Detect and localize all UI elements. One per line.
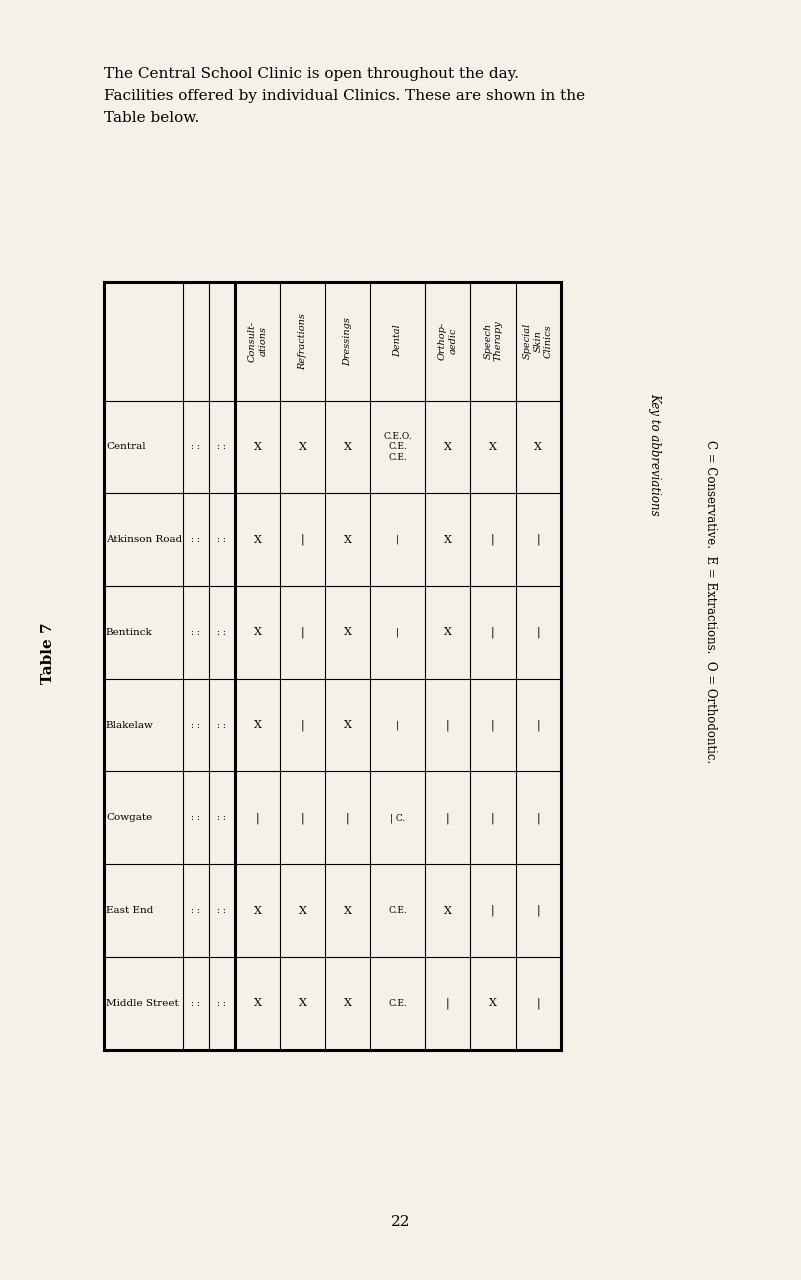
Text: X: X <box>299 998 307 1009</box>
Text: : :: : : <box>191 628 200 637</box>
Text: : :: : : <box>191 906 200 915</box>
Text: X: X <box>254 442 261 452</box>
Text: Key to abbreviations: Key to abbreviations <box>648 393 661 516</box>
Text: The Central School Clinic is open throughout the day.
Facilities offered by indi: The Central School Clinic is open throug… <box>104 67 586 124</box>
Text: |: | <box>491 627 495 639</box>
Text: |: | <box>491 534 495 545</box>
Text: |: | <box>446 719 449 731</box>
Text: X: X <box>444 535 452 545</box>
Text: X: X <box>254 535 261 545</box>
Text: Bentinck: Bentinck <box>106 628 153 637</box>
Text: Atkinson Road: Atkinson Road <box>106 535 182 544</box>
Text: X: X <box>254 905 261 915</box>
Text: C = Conservative.  E = Extractions.  O = Orthodontic.: C = Conservative. E = Extractions. O = O… <box>704 440 717 763</box>
Text: |: | <box>446 812 449 823</box>
Text: Central: Central <box>106 443 146 452</box>
Text: Consult-
ations: Consult- ations <box>248 320 268 362</box>
Text: : :: : : <box>191 721 200 730</box>
Text: Dressings: Dressings <box>344 316 352 366</box>
Text: 22: 22 <box>391 1216 410 1229</box>
Text: C.E.O.
C.E.
C.E.: C.E.O. C.E. C.E. <box>384 431 413 462</box>
Text: Middle Street: Middle Street <box>106 998 179 1007</box>
Text: Speech
Therapy: Speech Therapy <box>483 321 503 361</box>
Text: Cowgate: Cowgate <box>106 813 152 822</box>
Text: Dental: Dental <box>393 325 402 357</box>
Text: : :: : : <box>191 813 200 822</box>
Text: : :: : : <box>217 535 226 544</box>
Text: : :: : : <box>217 721 226 730</box>
Text: |: | <box>301 719 304 731</box>
Text: |: | <box>396 721 400 730</box>
Text: |: | <box>301 534 304 545</box>
Text: : :: : : <box>217 628 226 637</box>
Text: : :: : : <box>217 906 226 915</box>
Text: X: X <box>534 442 542 452</box>
Text: X: X <box>344 442 352 452</box>
Text: : :: : : <box>217 443 226 452</box>
Text: : :: : : <box>191 998 200 1007</box>
Text: |: | <box>301 812 304 823</box>
Text: X: X <box>254 627 261 637</box>
Text: X: X <box>344 721 352 730</box>
Text: |: | <box>396 535 400 544</box>
Text: X: X <box>299 905 307 915</box>
Text: X: X <box>444 442 452 452</box>
Text: : :: : : <box>191 535 200 544</box>
Text: : :: : : <box>217 813 226 822</box>
Text: | C.: | C. <box>390 813 405 823</box>
Text: X: X <box>254 998 261 1009</box>
Text: |: | <box>491 812 495 823</box>
Text: |: | <box>537 627 540 639</box>
Text: X: X <box>444 627 452 637</box>
Text: X: X <box>344 998 352 1009</box>
Text: X: X <box>444 905 452 915</box>
Text: C.E.: C.E. <box>388 906 407 915</box>
Text: Table 7: Table 7 <box>41 622 55 684</box>
Text: C.E.: C.E. <box>388 998 407 1007</box>
Text: X: X <box>344 627 352 637</box>
Text: |: | <box>537 719 540 731</box>
Text: |: | <box>491 719 495 731</box>
Text: |: | <box>537 812 540 823</box>
Text: |: | <box>446 997 449 1009</box>
Text: Orthop-
aedic: Orthop- aedic <box>438 323 457 360</box>
Text: |: | <box>491 905 495 916</box>
Text: |: | <box>537 905 540 916</box>
Text: East End: East End <box>106 906 153 915</box>
Text: X: X <box>344 905 352 915</box>
Text: |: | <box>537 997 540 1009</box>
Text: Blakelaw: Blakelaw <box>106 721 154 730</box>
Text: |: | <box>346 812 350 823</box>
Text: Refractions: Refractions <box>298 312 308 370</box>
Text: X: X <box>489 442 497 452</box>
Text: X: X <box>489 998 497 1009</box>
Text: X: X <box>344 535 352 545</box>
Text: |: | <box>537 534 540 545</box>
Text: X: X <box>299 442 307 452</box>
Text: : :: : : <box>191 443 200 452</box>
Text: |: | <box>396 627 400 637</box>
Text: Special
Skin
Clinics: Special Skin Clinics <box>523 323 553 360</box>
Text: |: | <box>301 627 304 639</box>
Text: : :: : : <box>217 998 226 1007</box>
Text: X: X <box>254 721 261 730</box>
Text: |: | <box>256 812 260 823</box>
